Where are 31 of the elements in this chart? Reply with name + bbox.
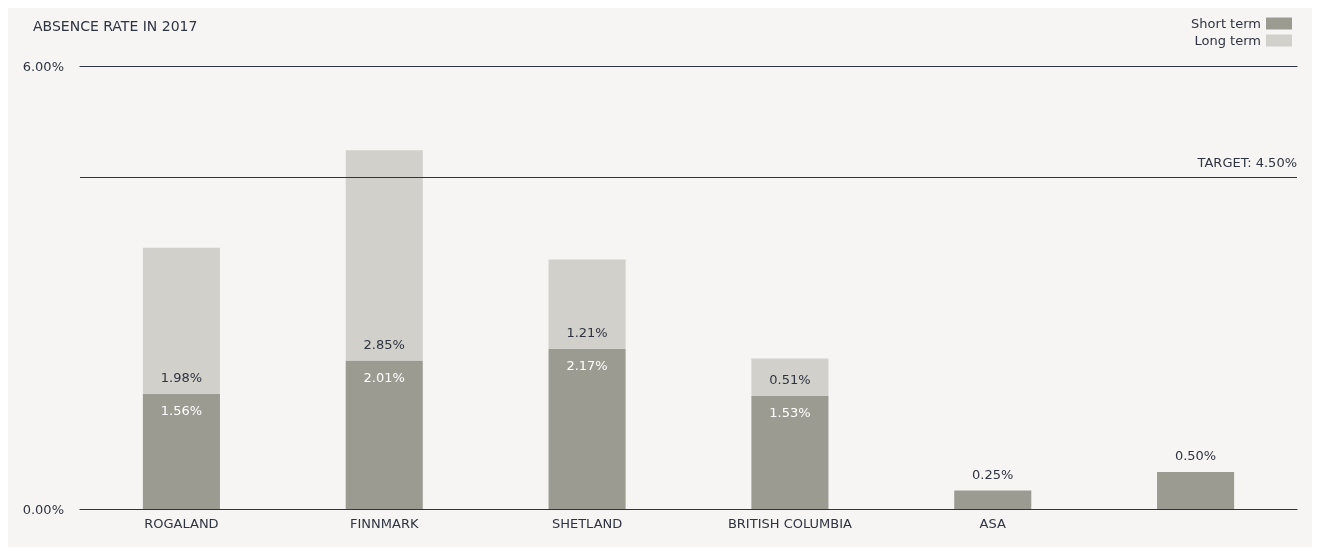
bar — [345, 360, 423, 509]
y-tick-label: 6.00% — [22, 58, 64, 74]
legend-label: Long term — [1194, 33, 1261, 48]
data-label: 0.51% — [769, 372, 811, 388]
data-label: 0.50% — [1174, 448, 1217, 464]
data-label: 1.56% — [160, 402, 203, 418]
x-tick-label: ROGALAND — [144, 516, 219, 531]
x-tick-label: BRITISH COLUMBIA — [727, 516, 853, 531]
x-tick-label: SHETLAND — [551, 516, 623, 531]
y-tick-label: 0.00% — [22, 501, 64, 517]
data-label: 1.98% — [160, 369, 203, 385]
data-label: 2.17% — [566, 357, 608, 373]
bar — [1157, 472, 1235, 509]
bar — [751, 358, 829, 397]
data-label: 1.21% — [566, 324, 608, 340]
bar — [345, 150, 423, 361]
legend-label: Short term — [1191, 16, 1261, 31]
bar — [142, 247, 220, 394]
bar — [548, 348, 626, 509]
x-tick-label: FINNMARK — [350, 516, 419, 531]
chart-title: ABSENCE RATE IN 2017 — [33, 18, 198, 34]
bar — [548, 259, 626, 349]
bar — [142, 393, 220, 509]
data-label: 2.85% — [363, 336, 405, 352]
data-label: 2.01% — [363, 369, 405, 385]
bar — [751, 396, 829, 509]
x-tick-label: ASA — [979, 516, 1006, 531]
bar — [954, 490, 1032, 509]
data-label: 1.53% — [769, 405, 811, 421]
data-label: 0.25% — [972, 466, 1014, 482]
ref-line-label: TARGET: 4.50% — [1196, 154, 1297, 170]
